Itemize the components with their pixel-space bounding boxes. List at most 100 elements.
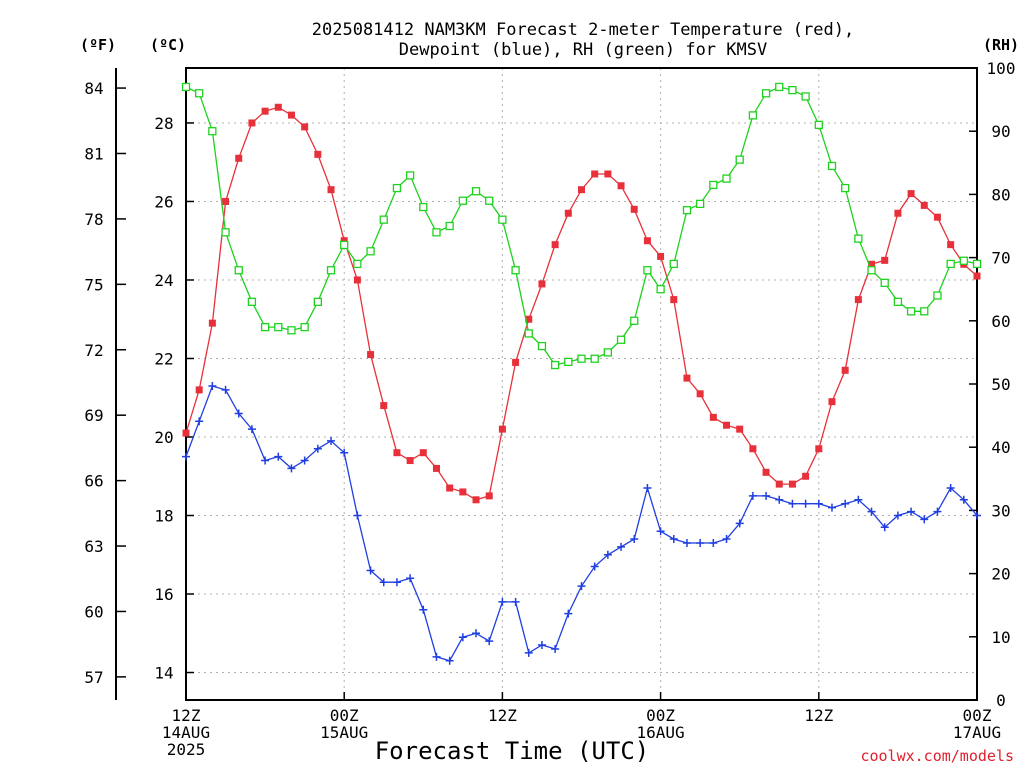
rh-point xyxy=(696,199,705,209)
dewpoint-point xyxy=(195,417,204,426)
rh-point xyxy=(854,234,863,243)
rh-point xyxy=(564,357,573,367)
x-tick-label: 17AUG xyxy=(953,723,1001,742)
rh-point xyxy=(656,285,665,294)
temperature-point xyxy=(868,260,876,268)
rh-unit-label: (RH) xyxy=(983,36,1019,54)
rh-point xyxy=(906,307,916,316)
dewpoint-point xyxy=(762,491,771,500)
temperature-point xyxy=(301,123,309,131)
rh-point xyxy=(366,247,375,256)
temperature-point xyxy=(881,256,889,264)
dewpoint-point xyxy=(300,456,309,465)
temperature-point xyxy=(643,237,651,245)
rh-tick-label: 0 xyxy=(996,691,1006,710)
dewpoint-point xyxy=(801,499,810,508)
temperature-point xyxy=(512,358,520,366)
rh-point xyxy=(893,297,903,306)
rh-point xyxy=(445,221,454,231)
dewpoint-point xyxy=(643,484,652,493)
dewpoint-point xyxy=(182,452,190,461)
dewpoint-point xyxy=(485,637,494,646)
rh-point xyxy=(788,85,797,95)
celsius-tick-label: 20 xyxy=(154,428,173,447)
dewpoint-point xyxy=(366,566,375,575)
dewpoint-series xyxy=(182,381,981,665)
rh-point xyxy=(195,89,204,98)
dewpoint-point xyxy=(827,503,836,512)
temperature-series xyxy=(182,103,981,504)
dewpoint-point xyxy=(406,574,415,583)
rh-point xyxy=(577,354,586,363)
dewpoint-point xyxy=(498,597,507,606)
rh-point xyxy=(761,89,771,98)
rh-point xyxy=(880,278,889,288)
temperature-point xyxy=(736,425,744,433)
temperature-point xyxy=(472,496,480,504)
temperature-point xyxy=(683,374,691,382)
temperature-point xyxy=(894,209,902,217)
chart-title-line-2: Dewpoint (blue), RH (green) for KMSV xyxy=(399,40,767,60)
rh-tick-label: 80 xyxy=(991,185,1010,204)
temperature-point xyxy=(222,197,230,205)
rh-tick-label: 60 xyxy=(991,312,1010,331)
dewpoint-point xyxy=(340,448,349,457)
dewpoint-point xyxy=(287,464,296,473)
dewpoint-point xyxy=(814,499,823,508)
temperature-point xyxy=(854,296,862,304)
dewpoint-point xyxy=(392,578,401,587)
temperature-point xyxy=(235,154,243,162)
temperature-point xyxy=(788,480,796,488)
dewpoint-point xyxy=(893,511,902,520)
fahrenheit-tick-label: 72 xyxy=(84,341,103,360)
temperature-point xyxy=(261,107,269,115)
rh-point xyxy=(603,348,613,357)
temperature-point xyxy=(406,457,414,465)
fahrenheit-tick-label: 81 xyxy=(84,144,103,163)
temperature-point xyxy=(723,421,731,429)
dewpoint-point xyxy=(854,495,863,504)
x-tick-label: 00Z xyxy=(963,706,992,725)
chart-title-line-1: 2025081412 NAM3KM Forecast 2-meter Tempe… xyxy=(312,20,854,40)
x-tick-label: 12Z xyxy=(488,706,517,725)
dewpoint-point xyxy=(208,381,217,390)
dewpoint-point xyxy=(735,519,744,528)
rh-point xyxy=(735,155,744,164)
dewpoint-point xyxy=(682,538,691,547)
temperature-point xyxy=(920,201,928,209)
temperature-point xyxy=(564,209,572,217)
dewpoint-point xyxy=(709,538,718,547)
dewpoint-point xyxy=(551,644,560,653)
rh-point xyxy=(247,297,257,306)
fahrenheit-tick-label: 63 xyxy=(84,537,103,556)
fahrenheit-tick-label: 69 xyxy=(84,406,103,425)
dewpoint-point xyxy=(564,609,573,618)
dewpoint-point xyxy=(274,452,283,461)
temperature-point xyxy=(841,366,849,374)
temperature-point xyxy=(353,276,361,284)
temperature-point xyxy=(432,464,440,472)
temperature-point xyxy=(498,425,506,433)
dewpoint-point xyxy=(261,456,270,465)
rh-point xyxy=(326,266,336,275)
dewpoint-point xyxy=(946,484,955,493)
rh-point xyxy=(643,266,652,275)
x-tick-label: 14AUG xyxy=(162,723,210,742)
dewpoint-point xyxy=(458,633,467,642)
rh-point xyxy=(946,259,955,269)
temperature-point xyxy=(182,429,190,437)
temperature-point xyxy=(459,488,467,496)
temperature-point xyxy=(670,296,678,304)
celsius-tick-label: 24 xyxy=(154,271,173,290)
rh-tick-label: 20 xyxy=(991,565,1010,584)
dewpoint-point xyxy=(867,507,876,516)
temperature-point xyxy=(907,190,915,198)
temperature-point xyxy=(947,241,955,249)
dewpoint-point xyxy=(959,495,968,504)
rh-point xyxy=(801,92,810,101)
rh-tick-label: 40 xyxy=(991,438,1010,457)
dewpoint-point xyxy=(933,507,942,516)
rh-point xyxy=(498,215,507,224)
rh-point xyxy=(669,259,678,269)
